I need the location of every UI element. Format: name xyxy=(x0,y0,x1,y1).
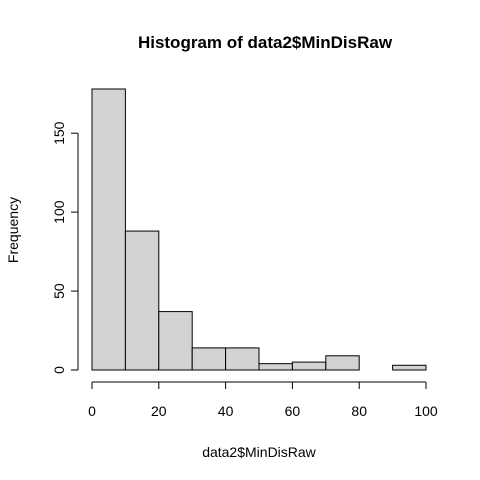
histogram-bar xyxy=(158,311,193,371)
x-tick-label: 40 xyxy=(218,403,234,419)
histogram-bar xyxy=(325,355,360,371)
x-tick-label: 0 xyxy=(88,403,96,419)
histogram-bar xyxy=(258,363,293,371)
x-tick-label: 100 xyxy=(414,403,438,419)
histogram-bar xyxy=(392,364,427,371)
x-tick-label: 80 xyxy=(351,403,367,419)
histogram-bar xyxy=(91,88,126,371)
chart-title: Histogram of data2$MinDisRaw xyxy=(138,33,393,52)
histogram-bar xyxy=(291,361,327,371)
y-tick-label: 0 xyxy=(51,366,67,374)
histogram-bar xyxy=(225,347,260,371)
y-axis: 0 50 100 150 xyxy=(51,121,79,374)
bars-group xyxy=(91,88,427,371)
histogram-bar xyxy=(124,230,160,371)
y-tick-label: 150 xyxy=(51,121,67,145)
x-tick-label: 20 xyxy=(151,403,167,419)
x-tick-label: 60 xyxy=(285,403,301,419)
y-tick-label: 100 xyxy=(51,200,67,224)
histogram-bar xyxy=(191,347,227,371)
y-axis-label: Frequency xyxy=(5,197,21,263)
x-axis: 0 20 40 60 80 100 xyxy=(88,381,438,419)
y-tick-label: 50 xyxy=(51,283,67,299)
x-axis-label: data2$MinDisRaw xyxy=(202,444,316,460)
